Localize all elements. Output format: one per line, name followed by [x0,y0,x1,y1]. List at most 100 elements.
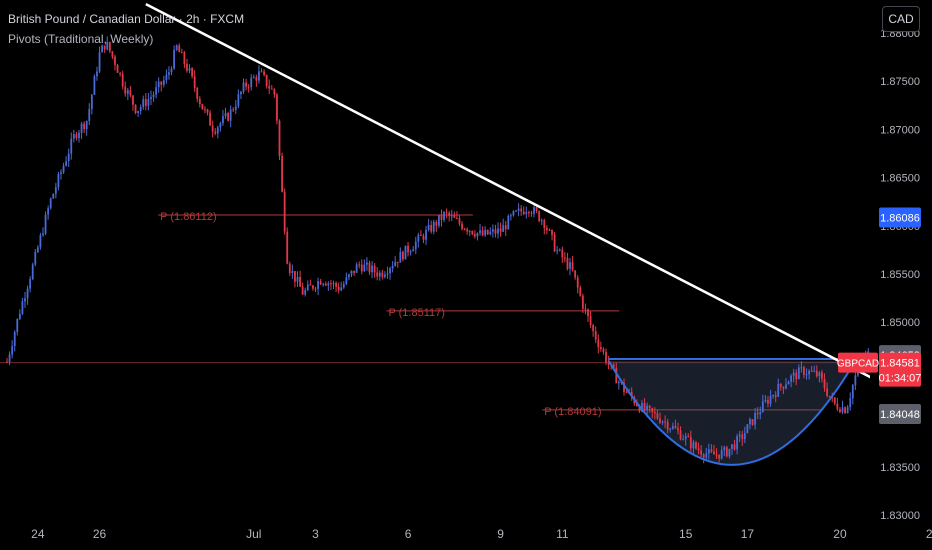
candle-body [170,68,173,73]
candle-body [553,234,556,252]
candle-body [49,198,52,209]
candle-body [674,426,677,429]
candle-body [368,262,371,273]
candle-body [57,173,60,188]
pivot-label: P (1.84091) [544,406,601,418]
candle-body [772,395,775,397]
candle-body [551,229,553,235]
candle-body [576,277,579,288]
candle-body [376,272,379,277]
candle-body [312,285,314,289]
candle-body [144,99,147,106]
candle-body [689,436,692,449]
symbol-tag-bg [838,352,878,373]
candle-body [34,251,37,265]
candle-body [713,451,715,455]
candle-body [358,264,361,266]
candle-body [569,262,571,269]
candle-body [340,287,343,291]
candle-body [517,208,520,211]
candle-body [330,283,332,285]
candle-body [345,277,348,284]
candle-body [512,210,515,216]
candle-body [389,268,391,274]
candle-body [615,368,618,384]
candle-body [265,74,268,87]
candle-body [42,233,44,236]
candle-body [720,449,723,459]
candle-body [684,436,687,440]
candle-body [797,367,800,380]
candle-body [438,215,440,226]
candle-body [728,448,731,457]
candle-body [75,134,78,138]
candle-body [8,354,11,362]
candle-body [743,433,746,440]
candle-body [736,436,739,450]
candle-body [767,400,769,404]
candle-body [106,42,109,50]
candle-body [132,95,134,105]
candle-body [116,65,119,73]
candle-body [458,218,461,224]
candle-body [147,99,150,106]
candle-body [155,87,158,95]
candle-body [399,251,402,263]
candle-body [98,52,101,72]
candle-body [587,309,589,317]
candle-body [162,80,165,85]
candle-body [664,421,667,423]
candle-body [85,121,88,130]
candle-body [386,273,389,275]
candle-body [785,384,787,389]
candle-body [445,212,448,214]
candle-body [222,116,224,124]
candle-body [790,375,793,382]
candle-body [11,346,14,355]
candle-body [276,94,278,121]
candle-body [468,230,471,232]
candle-body [605,351,607,363]
trendline [145,2,870,379]
candle-body [65,161,68,166]
candle-body [556,250,559,252]
candle-body [705,453,708,458]
candle-body [260,71,263,73]
candle-body [702,454,705,458]
candle-body [527,212,530,214]
candle-body [648,405,651,408]
candle-body [810,370,813,372]
candle-body [396,261,399,263]
candle-body [589,316,592,326]
candle-body [350,270,353,275]
candle-body [322,283,325,285]
x-tick-label: 6 [405,527,412,541]
candle-body [157,81,160,88]
candle-body [677,428,679,431]
candle-body [224,113,227,117]
candle-body [725,447,728,457]
candle-body [828,395,831,397]
chart-title: British Pound / Canadian Dollar · 2h · F… [8,12,245,26]
indicator-label[interactable]: Pivots (Traditional, Weekly) [8,32,154,46]
event-marker-lightning[interactable] [886,493,904,511]
candle-body [839,409,841,413]
candle-body [450,215,453,217]
candle-body [337,286,340,291]
x-tick-label: 11 [556,527,569,541]
candle-body [515,210,517,212]
candle-body [849,398,852,408]
candle-body [402,251,404,260]
candle-body [659,418,661,423]
candle-body [168,72,170,75]
candle-body [188,68,191,71]
candle-body [692,442,695,449]
candle-body [44,214,47,234]
candle-body [335,282,337,287]
y-tick-label: 1.87000 [880,124,920,136]
candle-body [301,286,304,295]
candle-body [808,370,810,375]
currency-button[interactable]: CAD [882,6,920,32]
x-tick-label: 9 [497,527,504,541]
